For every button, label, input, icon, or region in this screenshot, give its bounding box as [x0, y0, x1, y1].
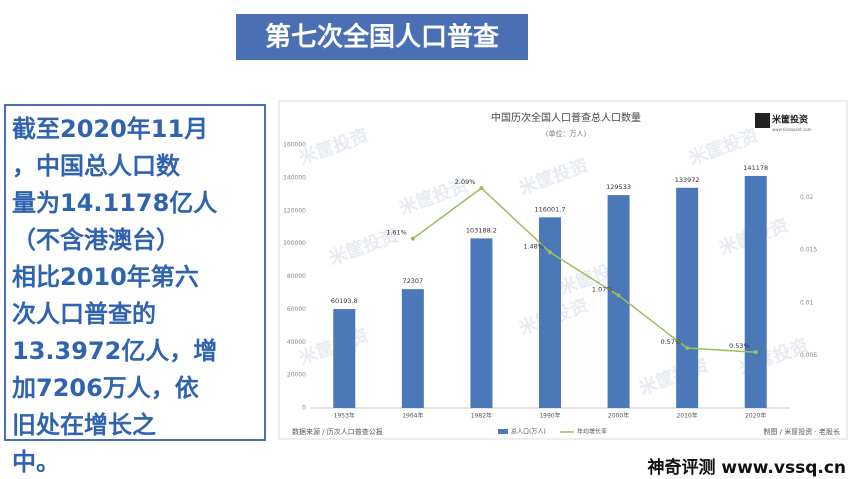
text-line: 旧处在增长之	[12, 411, 156, 439]
bar	[607, 195, 630, 408]
text-line: 中。	[12, 448, 60, 476]
y-tick-label: 80000	[287, 273, 306, 280]
source: 数据来源 / 历次人口普查公报	[292, 427, 383, 436]
growth-line	[412, 187, 756, 353]
y-tick-label: 140000	[283, 174, 306, 181]
growth-point	[548, 250, 552, 255]
chart-title: 中国历次全国人口普查总人口数量	[491, 111, 641, 124]
x-tick-label: 2020年	[745, 412, 766, 420]
bar-value-label: 133972	[675, 176, 700, 184]
bar	[744, 175, 767, 408]
footer: 神奇评测 www.vssq.cn	[647, 457, 846, 478]
growth-point	[410, 236, 415, 241]
x-tick-label: 1990年	[539, 412, 560, 420]
legend-label: 总人口(万人)	[511, 428, 546, 436]
text-line: 次人口普查的	[12, 300, 156, 328]
logo-url: www.ricequant.com	[772, 127, 812, 132]
y-tick-label: 60000	[287, 306, 306, 313]
growth-label: 0.57%	[660, 338, 681, 346]
bar	[470, 238, 493, 408]
credit: 制图 / 米筐投资 · 老股长	[764, 427, 840, 436]
x-tick-label: 2010年	[677, 412, 698, 420]
growth-label: 1.61%	[386, 229, 407, 237]
text-line: ，中国总人口数	[12, 152, 181, 180]
y2-tick-label: 0.015	[800, 247, 817, 254]
bar-value-label: 141178	[743, 164, 768, 172]
text-line: 截至2020年11月	[12, 115, 208, 143]
growth-point	[685, 346, 690, 351]
bar	[676, 187, 699, 408]
growth-label: 0.53%	[729, 342, 750, 350]
x-tick-label: 1982年	[471, 412, 492, 420]
y2-tick-label: 0.005	[800, 352, 817, 359]
bar	[333, 309, 356, 408]
x-tick-label: 1964年	[402, 412, 423, 420]
legend-label: 年均增长率	[577, 428, 607, 436]
chart-subtitle: (单位：万人)	[546, 129, 587, 138]
text-line: 13.3972亿人，增	[12, 337, 217, 365]
bar-value-label: 129533	[606, 183, 631, 191]
bar	[401, 289, 424, 408]
text-box	[4, 104, 266, 441]
x-tick-label: 1953年	[334, 412, 355, 420]
growth-label: 2.09%	[455, 178, 476, 186]
x-tick-label: 2000年	[608, 412, 629, 420]
y-tick-label: 120000	[283, 207, 306, 214]
growth-point	[479, 186, 484, 191]
growth-label: 1.48%	[523, 242, 544, 250]
y2-tick-label: 0.01	[800, 299, 814, 306]
bar-value-label: 116001.7	[534, 205, 565, 213]
bar-value-label: 103188.2	[466, 226, 497, 234]
y-tick-label: 160000	[283, 142, 306, 149]
y-tick-label: 0	[302, 405, 306, 412]
logo-name: 米筐投资	[771, 114, 808, 126]
text-line: 量为14.1178亿人	[12, 189, 217, 217]
text-line: 加7206万人，依	[12, 374, 200, 402]
bar	[539, 217, 561, 408]
growth-point	[753, 350, 758, 355]
y-tick-label: 100000	[283, 240, 306, 247]
y-tick-label: 40000	[287, 339, 306, 346]
text-line: （不含港澳台）	[12, 226, 180, 254]
y2-tick-label: 0.02	[800, 194, 814, 201]
growth-point	[616, 293, 621, 298]
legend-swatch	[498, 429, 508, 434]
growth-label: 1.07%	[592, 285, 613, 293]
y-tick-label: 20000	[287, 372, 306, 379]
bar-value-label: 60193.8	[331, 297, 358, 305]
slide-title: 第七次全国人口普查	[265, 22, 499, 53]
title-box	[236, 14, 528, 60]
bar-value-label: 72307	[403, 277, 424, 285]
text-line: 相比2010年第六	[12, 263, 199, 291]
logo-icon	[755, 113, 770, 128]
